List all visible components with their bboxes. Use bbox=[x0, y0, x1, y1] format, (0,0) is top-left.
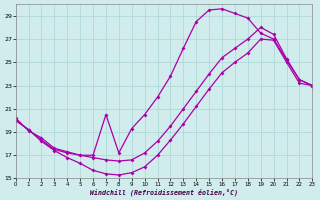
X-axis label: Windchill (Refroidissement éolien,°C): Windchill (Refroidissement éolien,°C) bbox=[90, 188, 238, 196]
